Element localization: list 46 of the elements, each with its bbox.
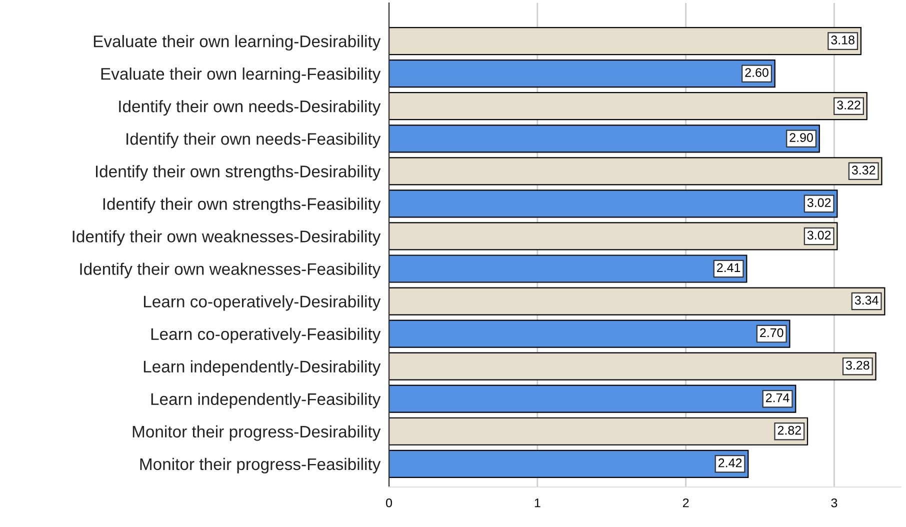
- bar: [389, 92, 868, 120]
- bar: [389, 190, 838, 218]
- bar: [389, 27, 862, 56]
- bar: [389, 254, 748, 283]
- data-label: 2.41: [717, 263, 740, 272]
- bar: [389, 450, 749, 478]
- bar: [389, 157, 882, 186]
- data-label: 2.70: [760, 328, 784, 338]
- y-tick-label: Monitor their progress-Desirability: [132, 425, 381, 441]
- data-label: 3.22: [837, 100, 860, 110]
- y-tick-label: Identify their own strengths-Desirability: [96, 165, 381, 181]
- x-tick-label: 3: [831, 498, 838, 508]
- data-label: 3.34: [854, 296, 878, 305]
- y-tick-label: Identify their own weaknesses-Feasibility: [80, 262, 381, 278]
- y-tick-label: Monitor their progress-Feasibility: [140, 458, 381, 474]
- bar: [389, 60, 776, 88]
- bar: [389, 320, 790, 348]
- y-tick-label: Evaluate their own learning-Feasibility: [101, 68, 381, 84]
- bar: [389, 384, 796, 413]
- bar: [389, 352, 876, 380]
- bar: [389, 287, 886, 316]
- data-label: 2.60: [745, 68, 768, 77]
- y-tick-label: Learn independently-Desirability: [144, 360, 381, 376]
- bar: [389, 417, 808, 446]
- y-tick-label: Identify their own needs-Desirability: [119, 100, 381, 116]
- x-tick-label: 2: [682, 498, 689, 508]
- data-label: 2.74: [766, 393, 790, 402]
- data-label: 2.42: [718, 458, 742, 468]
- bar: [389, 222, 838, 250]
- data-label: 3.02: [807, 198, 831, 208]
- y-tick-label: Identify their own needs-Feasibility: [126, 132, 381, 148]
- x-tick-label: 1: [534, 498, 540, 508]
- data-label: 3.18: [831, 36, 854, 44]
- y-tick-label: Identify their own strengths-Feasibility: [103, 198, 381, 214]
- data-label: 2.90: [790, 133, 813, 142]
- x-tick-label: 0: [386, 498, 392, 508]
- data-label: 3.32: [852, 166, 876, 175]
- y-tick-label: Identify their own weaknesses-Desirability: [72, 230, 381, 246]
- data-label: 2.82: [778, 426, 801, 435]
- data-label: 3.28: [846, 360, 870, 370]
- y-tick-label: Learn independently-Feasibility: [151, 392, 381, 408]
- y-tick-label: Learn co-operatively-Feasibility: [151, 328, 381, 344]
- bar: [389, 124, 820, 153]
- data-label: 3.02: [807, 230, 831, 240]
- y-tick-label: Learn co-operatively-Desirability: [144, 295, 381, 311]
- y-tick-label: Evaluate their own learning-Desirability: [94, 35, 381, 51]
